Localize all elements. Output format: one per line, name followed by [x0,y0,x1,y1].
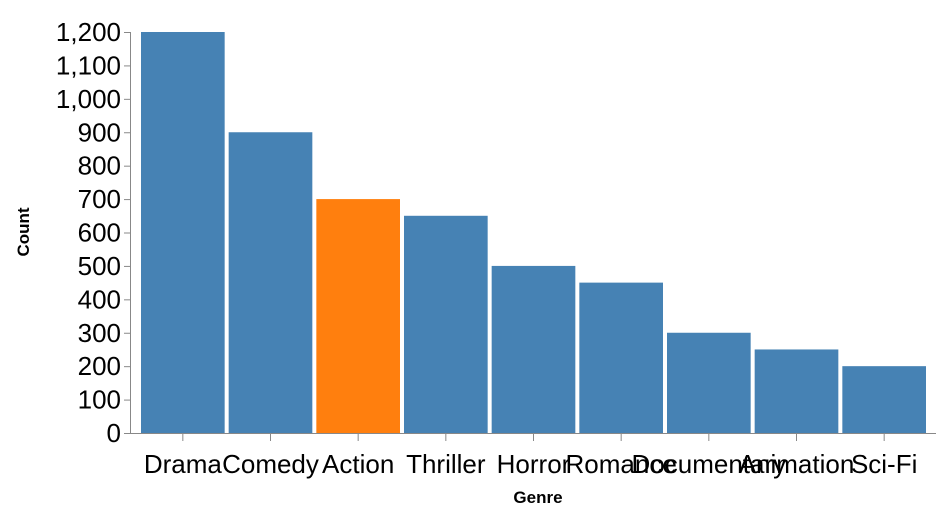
bar-action [316,199,400,433]
bar-comedy [228,132,313,433]
y-tick-label: 500 [78,251,121,281]
x-tick-label: Documentary [632,449,787,479]
y-tick-label: 100 [78,385,121,415]
bar-horror [491,265,576,433]
y-tick-label: 0 [107,418,121,448]
bar-animation [754,349,839,433]
y-tick-label: 700 [78,184,121,214]
bar-documentary [667,332,751,433]
x-tick-label: Drama [144,449,223,479]
x-tick-label: Action [322,449,394,479]
y-tick-label: 300 [78,318,121,348]
x-tick-label: Horror [497,449,571,479]
x-tick-label: Thriller [406,449,486,479]
x-tick-label: Sci-Fi [851,449,917,479]
bar-drama [141,32,225,433]
x-axis-title: Genre [513,488,562,507]
y-tick-label: 200 [78,351,121,381]
bar-romance [579,282,663,433]
y-tick-label: 400 [78,284,121,314]
x-axis: Drama Comedy Action Thriller HorrorRomanceDo… [130,433,936,479]
bar-thriller [404,215,488,433]
x-tick-label: Comedy [222,449,319,479]
y-tick-label: 900 [78,117,121,147]
y-tick-label: 1,000 [56,84,121,114]
y-tick-label: 600 [78,218,121,248]
x-tick-label: Animation [739,449,855,479]
bar-sci-fi [842,366,926,433]
x-tick-label: Romance [566,449,677,479]
y-tick-label: 1,200 [56,17,121,47]
y-tick-label: 800 [78,151,121,181]
y-axis-title: Count [14,207,33,256]
bars [141,32,926,433]
y-tick-label: 1,100 [56,50,121,80]
